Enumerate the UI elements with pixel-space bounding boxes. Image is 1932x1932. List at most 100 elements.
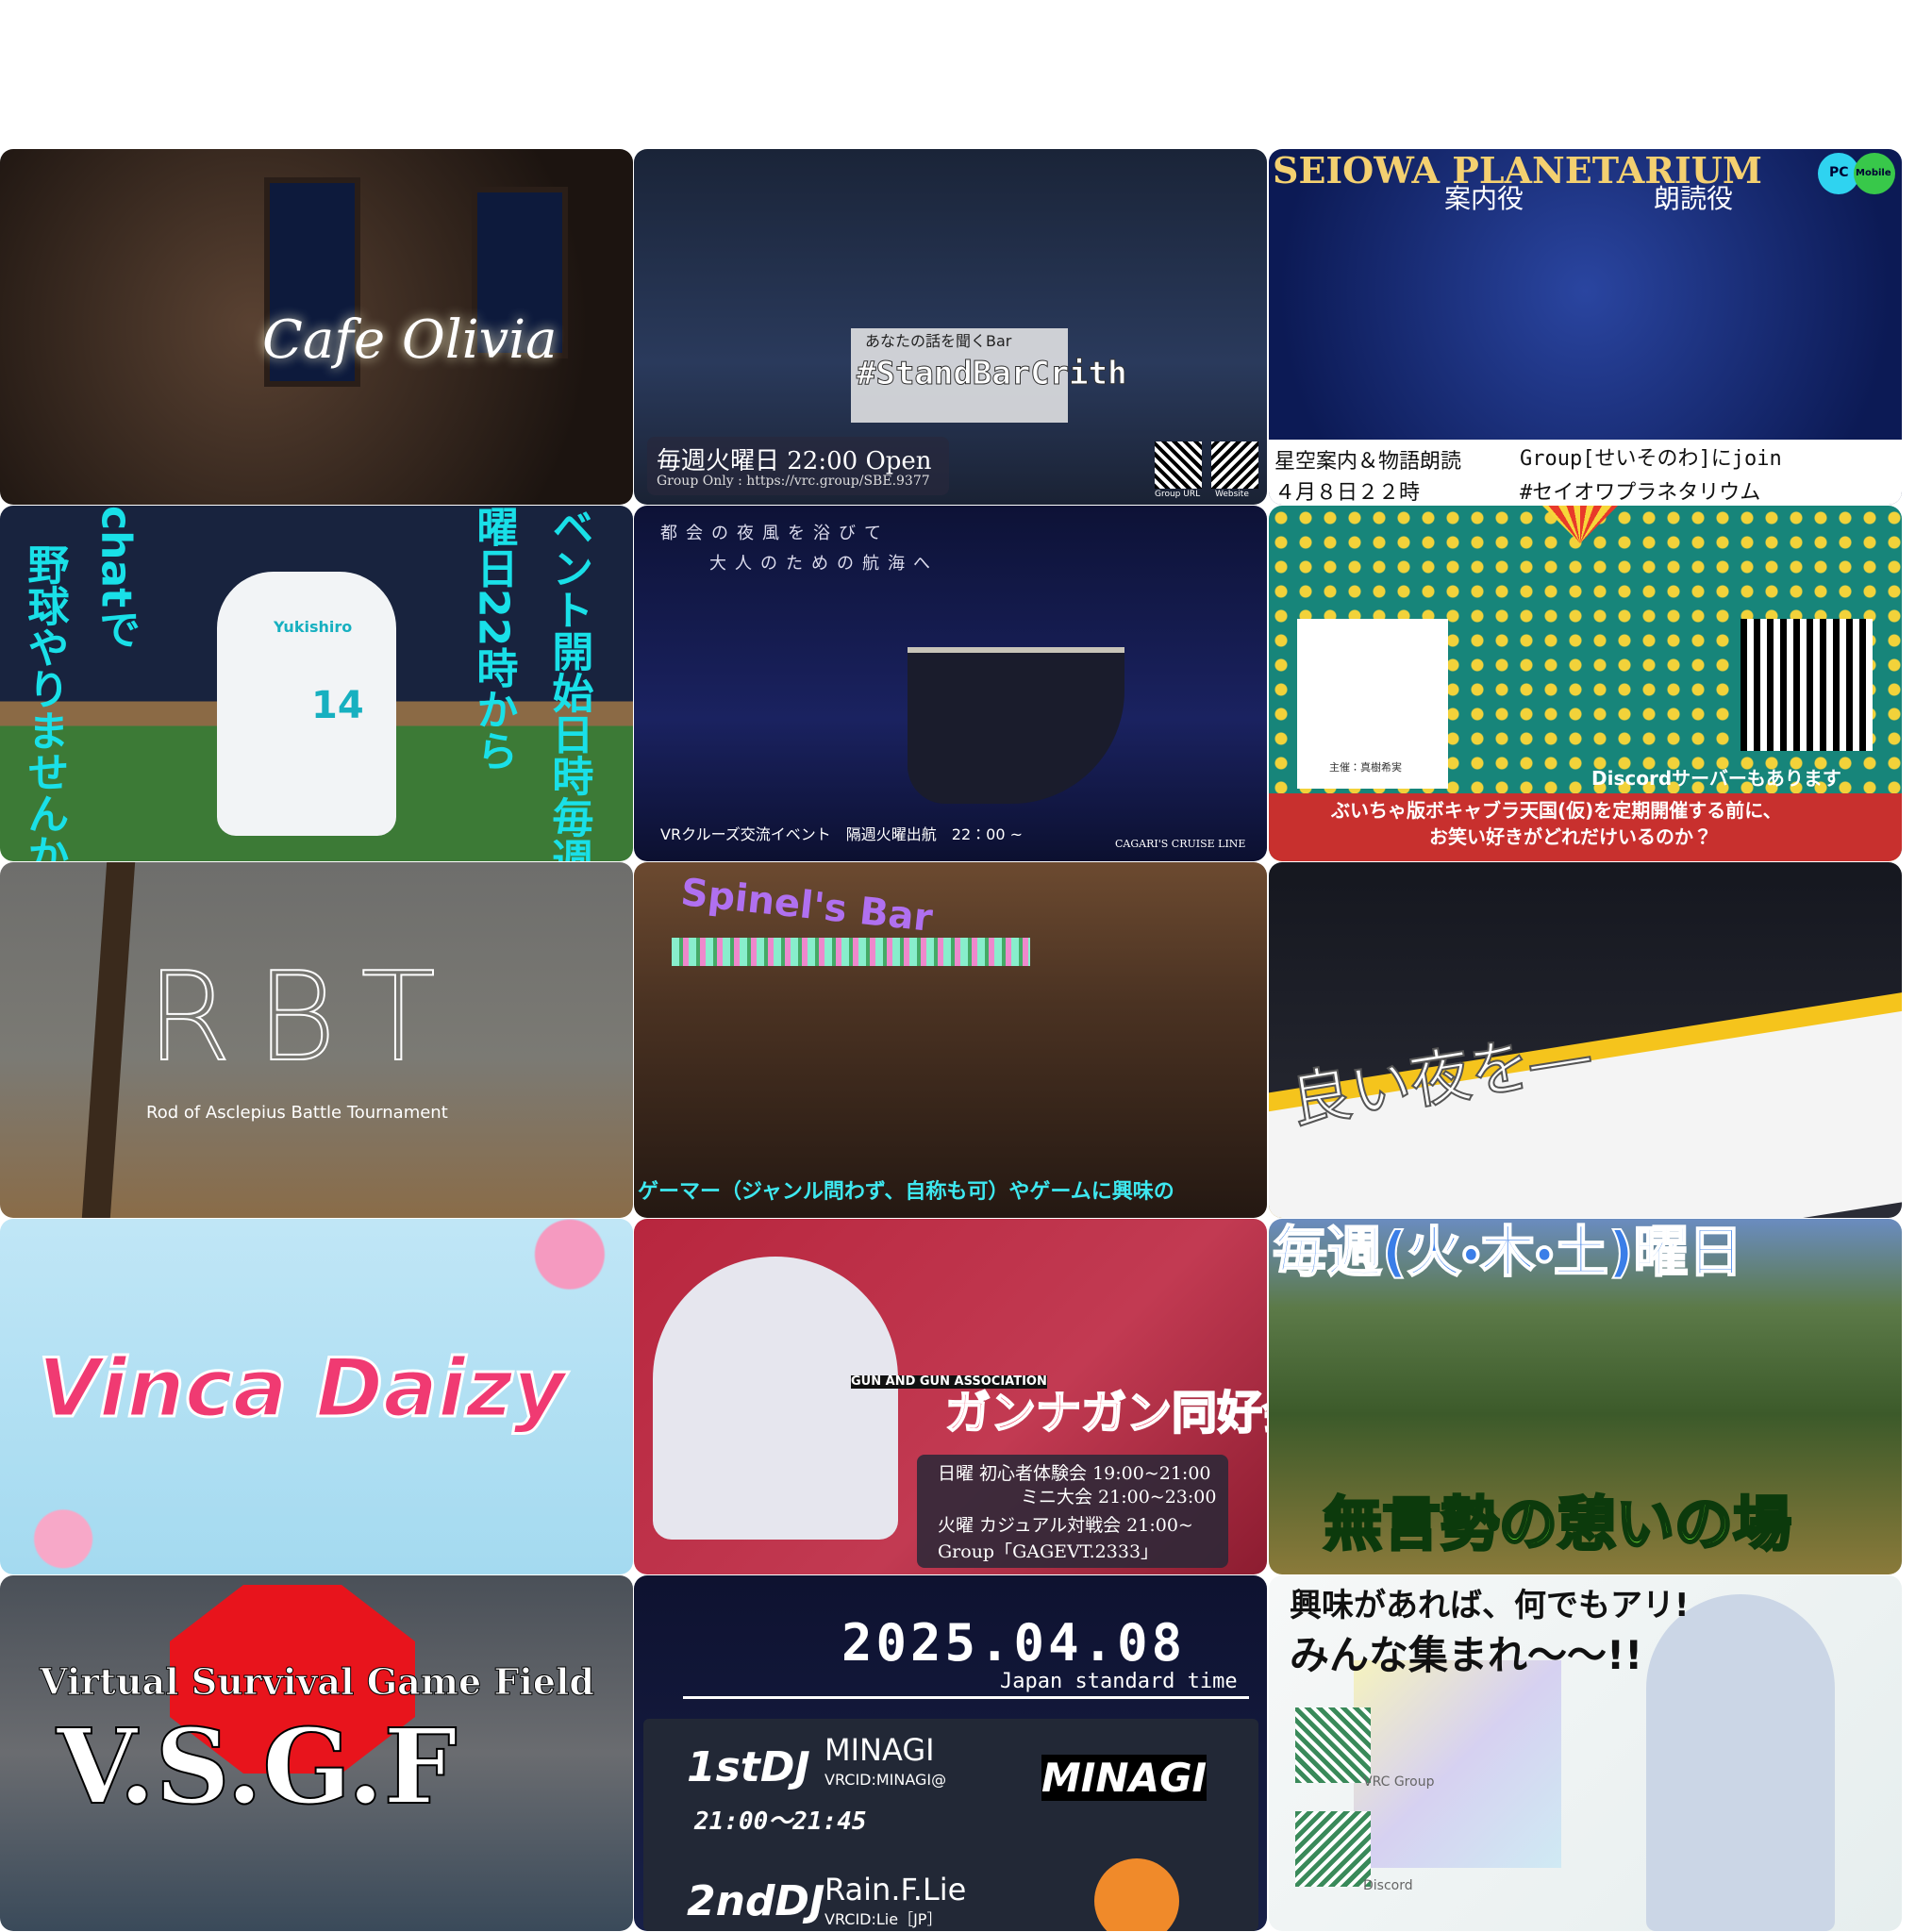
- timezone: Japan standard time: [1000, 1670, 1238, 1693]
- event-tile[interactable]: GUN AND GUN ASSOCIATION ガンナガン同好会 日曜 初心者体…: [634, 1219, 1267, 1574]
- group-url: Group Only : https://vrc.group/SBE.9377: [657, 474, 930, 489]
- banner-text: お笑い好きがどれだけいるのか？: [1429, 825, 1712, 848]
- event-tile[interactable]: SEIOWA PLANETARIUM 案内役 朗読役 PC Mobile 星空案…: [1269, 149, 1902, 505]
- badge-label: Mobile: [1856, 168, 1891, 178]
- qr-code: [1211, 441, 1258, 489]
- qr-label: Website: [1215, 490, 1249, 499]
- qr-label: VRC Group: [1363, 1774, 1435, 1790]
- tile-title: ガンナガン同好会: [944, 1387, 1267, 1440]
- tile-title: Vinca Daizy: [37, 1341, 568, 1438]
- event-tile[interactable]: あなたの話を聞くBar #StandBarCrith 毎週火曜日 22:00 O…: [634, 149, 1267, 505]
- banner: [1269, 793, 1902, 861]
- dj-slot: 1stDJ: [687, 1743, 810, 1791]
- brand: CAGARI'S CRUISE LINE: [1115, 838, 1246, 850]
- vertical-text: 野球やりませんか: [20, 543, 69, 861]
- event-tile[interactable]: 主催：真樹希実 Discordサーバーもあります ぶいちゃ版ボキャブラ天国(仮)…: [1269, 506, 1902, 861]
- dj-id: VRCID:Lie［JP］: [824, 1910, 942, 1928]
- info: 星空案内＆物語朗読: [1274, 450, 1462, 474]
- ship: [908, 647, 1124, 804]
- tile-title: Cafe Olivia: [262, 309, 558, 371]
- schedule: VRクルーズ交流イベント 隔週火曜出航 22：00 ~: [660, 825, 1023, 843]
- portrait: [1297, 619, 1448, 789]
- dj-name: Rain.F.Lie: [824, 1872, 967, 1907]
- vertical-text: ベント開始日時毎週: [544, 506, 593, 861]
- tile-title: V.S.G.F: [56, 1705, 458, 1828]
- badge-label: PC: [1829, 165, 1849, 180]
- caption-box: [647, 437, 949, 495]
- qr-code: [1295, 1811, 1371, 1887]
- role: 朗読役: [1654, 183, 1734, 214]
- tile-title: 毎週(火・木・土)曜日: [1272, 1220, 1743, 1284]
- event-tile[interactable]: Vinca Daizy: [0, 1219, 633, 1574]
- jersey-text: Yukishiro: [274, 618, 353, 636]
- event-tile[interactable]: 毎週(火・木・土)曜日 無言勢の憩いの場: [1269, 1219, 1902, 1574]
- event-tile[interactable]: Spinel's Bar ゲーマー（ジャンル問わず、自称も可）やゲームに興味の: [634, 862, 1267, 1218]
- tagline: 都会の夜風を浴びて: [660, 524, 890, 543]
- qr-code: [1155, 441, 1202, 489]
- role: 案内役: [1444, 183, 1524, 214]
- sign: [851, 328, 1068, 423]
- date: 2025.04.08: [841, 1613, 1187, 1673]
- info: Group[せいそのわ]にjoin: [1520, 447, 1782, 471]
- dj-avatar: [1094, 1858, 1179, 1931]
- info: Group「GAGEVT.2333」: [938, 1541, 1159, 1562]
- event-tile[interactable]: Cafe Olivia: [0, 149, 633, 505]
- event-tile[interactable]: Virtual Survival Game Field V.S.G.F: [0, 1575, 633, 1931]
- dj-logo: MINAGI: [1041, 1755, 1208, 1801]
- tagline: 大人のための航海へ: [709, 554, 939, 574]
- subtitle: Virtual Survival Game Field: [40, 1660, 595, 1704]
- info: 火曜 カジュアル対戦会 21:00~: [938, 1515, 1193, 1536]
- shelf: [672, 938, 1030, 966]
- event-tile[interactable]: 2025.04.08 Japan standard time 1stDJ MIN…: [634, 1575, 1267, 1931]
- event-tile[interactable]: Yukishiro 14 ベント開始日時毎週 曜日22時から chatで 野球や…: [0, 506, 633, 861]
- tile-title: #StandBarCrith: [857, 355, 1128, 393]
- tile-title: RBT: [145, 944, 460, 1090]
- info-box: [917, 1455, 1228, 1568]
- info: 日曜 初心者体験会 19:00~21:00: [938, 1463, 1211, 1484]
- schedule: 毎週火曜日 22:00 Open: [657, 447, 932, 475]
- info: ミニ大会 21:00~23:00: [1021, 1487, 1217, 1507]
- tile-title: Spinel's Bar: [678, 871, 935, 941]
- avatar: [217, 572, 396, 836]
- badge: [1818, 153, 1859, 194]
- association: GUN AND GUN ASSOCIATION: [851, 1374, 1047, 1390]
- headline: みんな集まれ～～!!: [1290, 1632, 1643, 1678]
- subtitle: Rod of Asclepius Battle Tournament: [146, 1103, 448, 1123]
- event-tile[interactable]: 興味があれば、何でもアリ! みんな集まれ～～!! VRC Group Disco…: [1269, 1575, 1902, 1931]
- event-tile[interactable]: 都会の夜風を浴びて 大人のための航海へ VRクルーズ交流イベント 隔週火曜出航 …: [634, 506, 1267, 861]
- info: ４月８日２２時: [1274, 481, 1421, 505]
- banner-text: ぶいちゃ版ボキャブラ天国(仮)を定期開催する前に、: [1331, 799, 1782, 822]
- info-band: [1269, 440, 1902, 505]
- host: 主催：真樹希実: [1329, 761, 1402, 774]
- character: [1646, 1594, 1835, 1931]
- character: [653, 1257, 898, 1540]
- logo-shape: [170, 1585, 415, 1774]
- subtitle: 無言勢の憩いの場: [1322, 1490, 1792, 1558]
- qr-code: [1295, 1707, 1371, 1783]
- dj-slot: 2ndDJ: [687, 1877, 825, 1925]
- headline: 興味があれば、何でもアリ!: [1290, 1587, 1690, 1624]
- window: [472, 187, 568, 358]
- vertical-text: chatで: [92, 506, 141, 650]
- event-grid: Cafe Olivia あなたの話を聞くBar #StandBarCrith 毎…: [0, 149, 1932, 1932]
- badge: [1854, 153, 1895, 194]
- cube: [1354, 1660, 1561, 1868]
- dj-name: MINAGI: [824, 1732, 935, 1768]
- info: #セイオワプラネタリウム: [1520, 481, 1761, 505]
- event-tile[interactable]: RBT Rod of Asclepius Battle Tournament: [0, 862, 633, 1218]
- dj-time: 21:00～21:45: [694, 1807, 867, 1836]
- caption: ゲーマー（ジャンル問わず、自称も可）やゲームに興味の: [638, 1180, 1174, 1204]
- window: [264, 177, 360, 387]
- qr-label: Group URL: [1155, 490, 1201, 499]
- vertical-text: 曜日22時から: [469, 506, 518, 772]
- jersey-number: 14: [311, 684, 364, 727]
- event-tile[interactable]: 良い夜を―: [1269, 862, 1902, 1218]
- discord-note: Discordサーバーもあります: [1591, 767, 1841, 790]
- subtitle: あなたの話を聞くBar: [865, 332, 1012, 350]
- post: [81, 862, 136, 1218]
- dj-id: VRCID:MINAGI@: [824, 1771, 947, 1789]
- rule: [683, 1696, 1249, 1699]
- qr-code: [1740, 619, 1873, 751]
- tile-title: SEIOWA PLANETARIUM: [1273, 149, 1762, 192]
